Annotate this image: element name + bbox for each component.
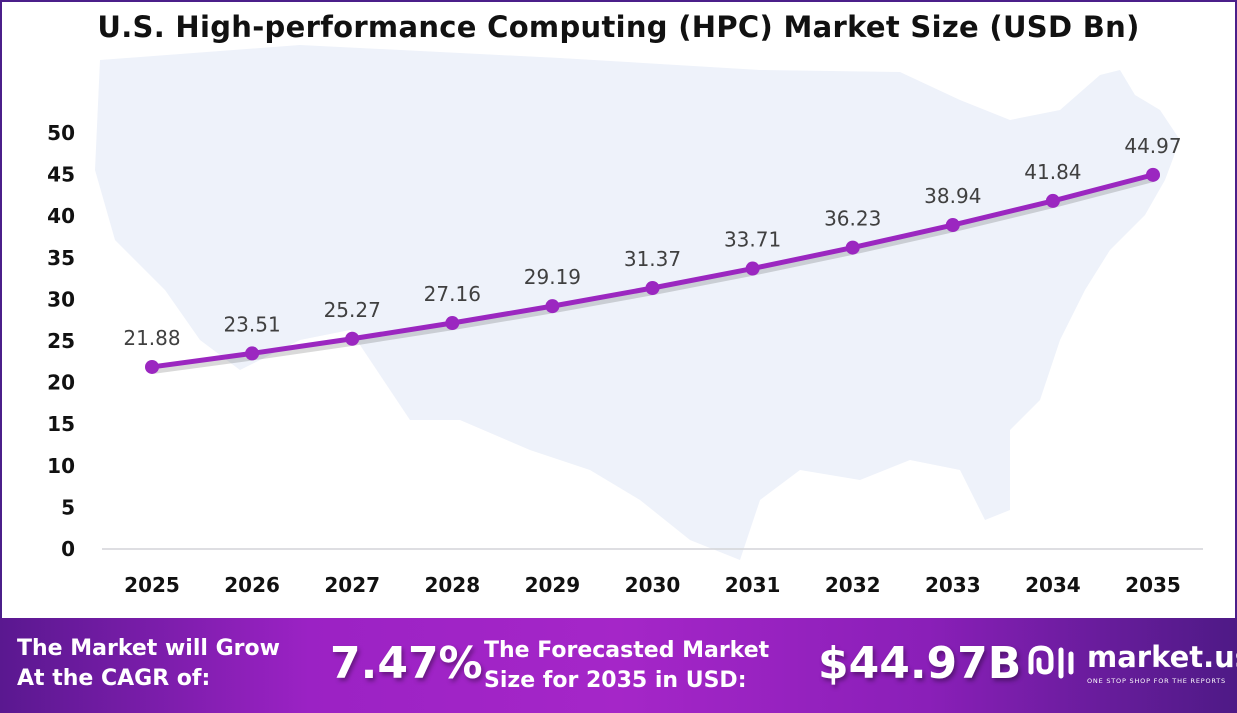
data-label: 27.16 (424, 282, 481, 306)
y-tick-label: 40 (47, 204, 75, 228)
data-label: 41.84 (1024, 160, 1081, 184)
summary-banner: The Market will Grow At the CAGR of: 7.4… (0, 618, 1237, 713)
data-point (145, 359, 159, 374)
chart-title: U.S. High-performance Computing (HPC) Ma… (97, 10, 1140, 44)
forecast-label: The Forecasted Market Size for 2035 in U… (484, 636, 769, 696)
y-tick-label: 20 (47, 371, 75, 395)
y-tick-label: 15 (47, 412, 75, 436)
chart-frame (0, 0, 1237, 618)
x-tick-label: 2034 (1025, 573, 1081, 597)
x-tick-label: 2035 (1125, 573, 1181, 597)
data-point (445, 316, 460, 331)
data-point (645, 281, 660, 296)
x-tick-label: 2030 (625, 573, 681, 597)
data-point (545, 299, 560, 314)
x-tick-label: 2025 (124, 573, 180, 597)
data-label: 36.23 (824, 207, 881, 231)
us-map-silhouette (95, 45, 1180, 560)
data-label: 23.51 (223, 312, 280, 336)
data-label: 29.19 (524, 265, 581, 289)
x-tick-label: 2033 (925, 573, 981, 597)
x-tick-label: 2032 (825, 573, 881, 597)
y-tick-label: 35 (47, 246, 75, 270)
x-tick-label: 2029 (525, 573, 581, 597)
data-point (345, 331, 360, 346)
x-tick-label: 2028 (424, 573, 480, 597)
data-label: 21.88 (123, 326, 180, 350)
forecast-value: $44.97B (818, 638, 1022, 689)
x-tick-label: 2031 (725, 573, 781, 597)
data-point (945, 218, 960, 233)
market-us-logo: market.us ONE STOP SHOP FOR THE REPORTS (1025, 640, 1237, 690)
y-tick-label: 25 (47, 329, 75, 353)
y-tick-label: 5 (61, 495, 75, 519)
logo-tagline: ONE STOP SHOP FOR THE REPORTS (1087, 677, 1226, 685)
forecast-label-line1: The Forecasted Market (484, 638, 770, 663)
data-label: 44.97 (1124, 134, 1181, 158)
y-tick-label: 0 (61, 537, 75, 561)
y-tick-label: 50 (47, 121, 75, 145)
cagr-label: The Market will Grow At the CAGR of: (17, 634, 280, 694)
cagr-label-line1: The Market will Grow (17, 636, 280, 661)
y-tick-label: 45 (47, 163, 75, 187)
logo-wordmark: market.us (1087, 640, 1237, 674)
forecast-label-line2: Size for 2035 in USD: (484, 668, 747, 693)
data-label: 25.27 (324, 298, 381, 322)
data-label: 33.71 (724, 228, 781, 252)
data-point (1146, 167, 1160, 182)
data-point (845, 240, 860, 255)
cagr-label-line2: At the CAGR of: (17, 666, 211, 691)
data-label: 38.94 (924, 184, 981, 208)
data-point (745, 261, 760, 276)
data-label: 31.37 (624, 247, 681, 271)
y-tick-label: 30 (47, 287, 75, 311)
x-tick-label: 2027 (324, 573, 380, 597)
cagr-value: 7.47% (330, 638, 483, 689)
y-tick-label: 10 (47, 454, 75, 478)
logo-icon (1028, 645, 1074, 679)
data-point (245, 346, 260, 361)
x-tick-label: 2026 (224, 573, 280, 597)
data-point (1045, 193, 1060, 208)
